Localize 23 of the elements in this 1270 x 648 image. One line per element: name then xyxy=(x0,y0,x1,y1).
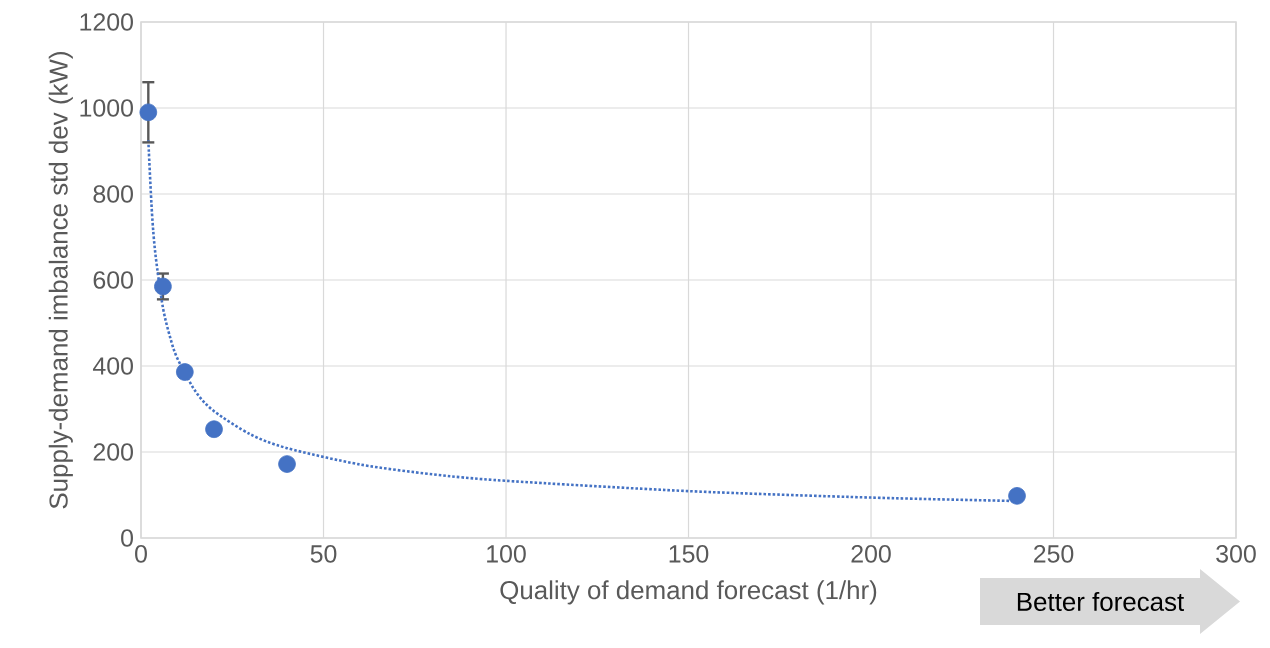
y-tick-label: 1000 xyxy=(80,99,133,117)
y-tick-label: 0 xyxy=(121,529,133,547)
y-tick-label: 600 xyxy=(93,271,133,289)
x-tick-label: 100 xyxy=(487,545,526,563)
x-tick-label: 150 xyxy=(669,545,709,563)
y-tick-label: 400 xyxy=(92,357,133,375)
x-tick-label: 0 xyxy=(135,545,147,563)
point xyxy=(154,277,172,296)
x-tick-label: 300 xyxy=(1216,545,1256,563)
x-tick-label: 200 xyxy=(851,545,891,563)
text: Better forecast xyxy=(1017,592,1185,611)
x-tick-label: 250 xyxy=(1033,545,1074,563)
point xyxy=(205,420,223,439)
point xyxy=(176,363,194,381)
point xyxy=(1008,487,1026,505)
point xyxy=(139,103,158,122)
y-tick-label: 800 xyxy=(93,185,133,203)
y-tick-label: 200 xyxy=(93,443,133,461)
y-axis-title: Supply-demand imbalance std dev (kW) xyxy=(48,52,73,509)
point xyxy=(278,455,296,473)
y-tick-label: 1200 xyxy=(80,13,133,31)
x-axis-title: Quality of demand forecast (1/hr) xyxy=(500,580,877,605)
x-tick-label: 50 xyxy=(310,545,337,563)
